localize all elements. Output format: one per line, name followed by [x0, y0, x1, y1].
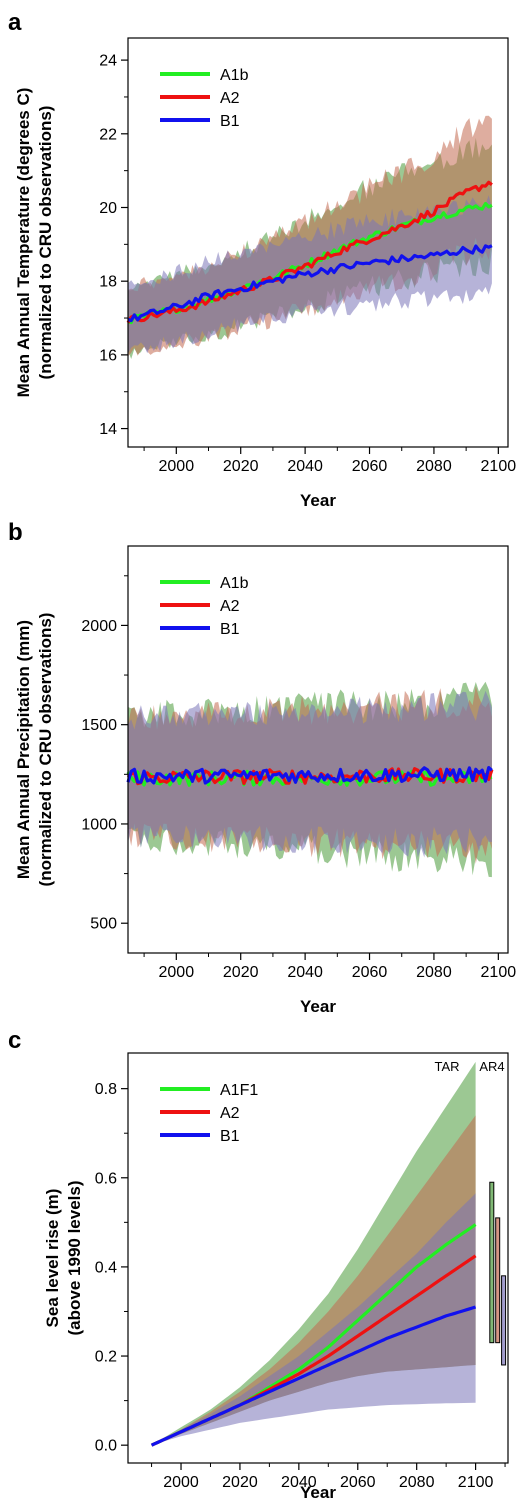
y-tick-label: 2000: [81, 618, 117, 635]
y-tick-label: 24: [99, 53, 117, 70]
legend-label: B1: [220, 1128, 240, 1145]
y-tick-label: 1000: [81, 816, 117, 833]
panel-label: c: [8, 1027, 21, 1054]
plot-frame: [127, 37, 509, 448]
legend-label: A2: [220, 1105, 240, 1122]
y-tick-label: 1500: [81, 717, 117, 734]
x-tick-label: 2040: [287, 964, 323, 981]
x-tick-label: 2060: [352, 458, 388, 475]
y-axis-label: (above 1990 levels): [65, 1181, 84, 1336]
panel-label: b: [8, 519, 23, 546]
series-line: [126, 765, 493, 785]
y-axis-label: Mean Annual Precipitation (mm): [14, 620, 33, 879]
x-tick-label: 2000: [159, 458, 195, 475]
y-tick-label: 22: [99, 126, 117, 143]
y-tick-label: 0.4: [95, 1259, 117, 1276]
x-tick-label: 2020: [223, 964, 259, 981]
y-tick-label: 0.8: [95, 1081, 117, 1098]
legend-label: B1: [220, 621, 240, 638]
x-tick-label: 2000: [159, 964, 195, 981]
series-line: [126, 180, 493, 324]
legend-label: A2: [220, 598, 240, 615]
annotation-text: TAR: [434, 1059, 459, 1074]
y-axis-label: (normalized to CRU observations): [36, 106, 55, 380]
legend-label: A1F1: [220, 1082, 258, 1099]
x-tick-label: 2040: [287, 458, 323, 475]
y-tick-label: 0.2: [95, 1349, 117, 1366]
x-tick-label: 2100: [458, 1474, 494, 1491]
series-line: [127, 244, 493, 323]
x-tick-label: 2080: [416, 458, 452, 475]
range-bar: [501, 1275, 507, 1366]
range-bar: [489, 1181, 495, 1344]
y-tick-label: 16: [99, 347, 117, 364]
x-tick-label: 2040: [281, 1474, 317, 1491]
y-tick-label: 0.6: [95, 1170, 117, 1187]
y-tick-label: 0.0: [95, 1438, 117, 1455]
legend-label: B1: [220, 113, 240, 130]
x-tick-label: 2020: [222, 1474, 258, 1491]
x-tick-label: 2060: [340, 1474, 376, 1491]
x-axis-label: Year: [300, 1483, 336, 1502]
x-axis-label: Year: [300, 491, 336, 510]
x-tick-label: 2020: [223, 458, 259, 475]
range-bar: [495, 1217, 501, 1344]
y-axis-label: Mean Annual Temperature (degrees C): [14, 88, 33, 398]
series-line: [150, 1305, 477, 1447]
x-tick-label: 2100: [481, 964, 517, 981]
y-axis-label: Sea level rise (m): [43, 1189, 62, 1328]
x-tick-label: 2080: [416, 964, 452, 981]
plot-frame: [127, 545, 509, 954]
y-tick-label: 500: [90, 916, 117, 933]
x-tick-label: 2060: [352, 964, 388, 981]
uncertainty-band: [151, 1193, 476, 1446]
annotation-text: AR4: [479, 1059, 504, 1074]
x-axis-label: Year: [300, 997, 336, 1016]
y-tick-label: 14: [99, 421, 117, 438]
x-tick-label: 2000: [163, 1474, 199, 1491]
x-tick-label: 2080: [399, 1474, 435, 1491]
plot-frame: [127, 1052, 509, 1464]
panel-label: a: [8, 9, 22, 36]
legend-label: A1b: [220, 575, 249, 592]
legend-label: A2: [220, 90, 240, 107]
y-tick-label: 20: [99, 200, 117, 217]
y-axis-label: (normalized to CRU observations): [36, 613, 55, 887]
legend-label: A1b: [220, 67, 249, 84]
y-tick-label: 18: [99, 274, 117, 291]
x-tick-label: 2100: [481, 458, 517, 475]
